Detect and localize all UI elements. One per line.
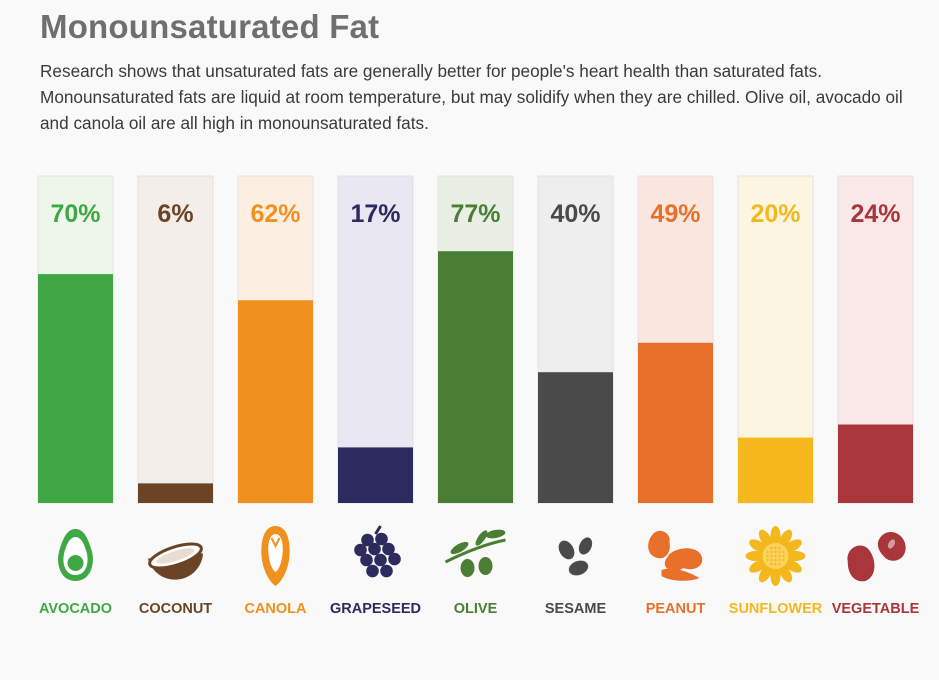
sesame-icon xyxy=(558,537,593,576)
canola-icon xyxy=(261,526,290,586)
data-label: 70% xyxy=(50,200,100,228)
category-label: SESAME xyxy=(545,601,607,617)
olive-icon xyxy=(444,529,506,577)
peanut-icon xyxy=(648,530,703,581)
bar-canola xyxy=(238,300,313,503)
bar-coconut xyxy=(138,483,213,503)
data-label: 62% xyxy=(250,200,300,228)
bar-track xyxy=(137,175,214,504)
data-label: 40% xyxy=(550,200,600,228)
data-label: 24% xyxy=(850,200,900,228)
bar-sunflower xyxy=(738,437,813,503)
coconut-icon xyxy=(147,542,204,580)
bar-peanut xyxy=(638,342,713,503)
data-label: 17% xyxy=(350,200,400,228)
category-label: GRAPESEED xyxy=(330,601,421,617)
vegetable-icon xyxy=(847,531,906,582)
category-label: PEANUT xyxy=(646,601,706,617)
category-label: AVOCADO xyxy=(39,601,112,617)
data-label: 77% xyxy=(450,200,500,228)
bar-vegetable xyxy=(838,424,913,503)
category-label: CANOLA xyxy=(244,601,307,617)
avocado-icon xyxy=(58,529,93,581)
bar-sesame xyxy=(538,372,613,503)
category-label: COCONUT xyxy=(139,601,212,617)
category-label: SUNFLOWER xyxy=(729,601,823,617)
data-label: 49% xyxy=(650,200,700,228)
category-label: VEGETABLE xyxy=(832,601,920,617)
category-label: OLIVE xyxy=(454,601,498,617)
page-title: Monounsaturated Fat xyxy=(40,8,380,45)
bar-avocado xyxy=(38,274,113,503)
sunflower-icon xyxy=(745,526,806,586)
bar-olive xyxy=(438,251,513,503)
intro-paragraph: Research shows that unsaturated fats are… xyxy=(40,61,903,133)
grapeseed-icon xyxy=(354,525,401,578)
data-label: 6% xyxy=(157,200,193,228)
bar-grapeseed xyxy=(338,447,413,503)
data-label: 20% xyxy=(750,200,800,228)
